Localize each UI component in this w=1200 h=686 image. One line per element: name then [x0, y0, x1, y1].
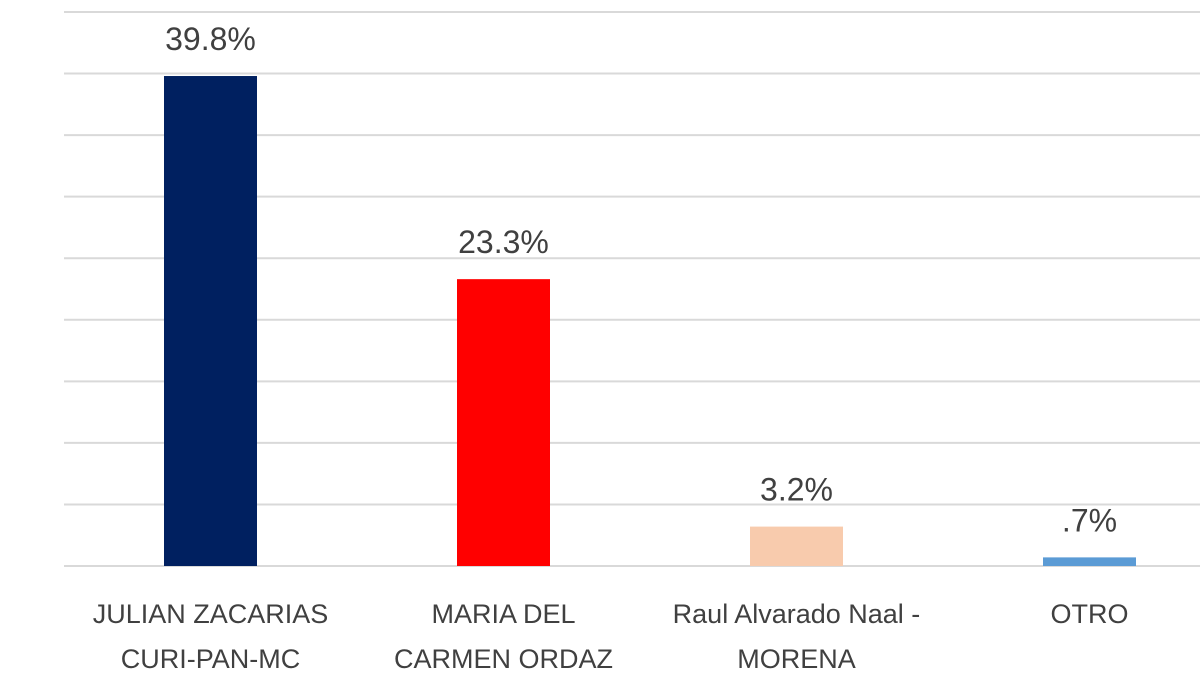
- data-label: 23.3%: [458, 224, 549, 260]
- bar: [164, 76, 257, 567]
- x-tick-label: Raul Alvarado Naal - MORENA: [672, 599, 921, 674]
- data-label: 3.2%: [760, 472, 833, 508]
- bar: [457, 279, 550, 566]
- x-tick-label: MARIA DEL CARMEN ORDAZ: [393, 599, 613, 674]
- bar: [750, 526, 843, 566]
- bar: [1043, 557, 1136, 566]
- data-label: .7%: [1062, 502, 1117, 538]
- x-tick-label: JULIAN ZACARIAS CURI-PAN-MC: [92, 599, 329, 674]
- data-label: 39.8%: [165, 21, 256, 57]
- x-tick-label: OTRO: [1050, 599, 1129, 629]
